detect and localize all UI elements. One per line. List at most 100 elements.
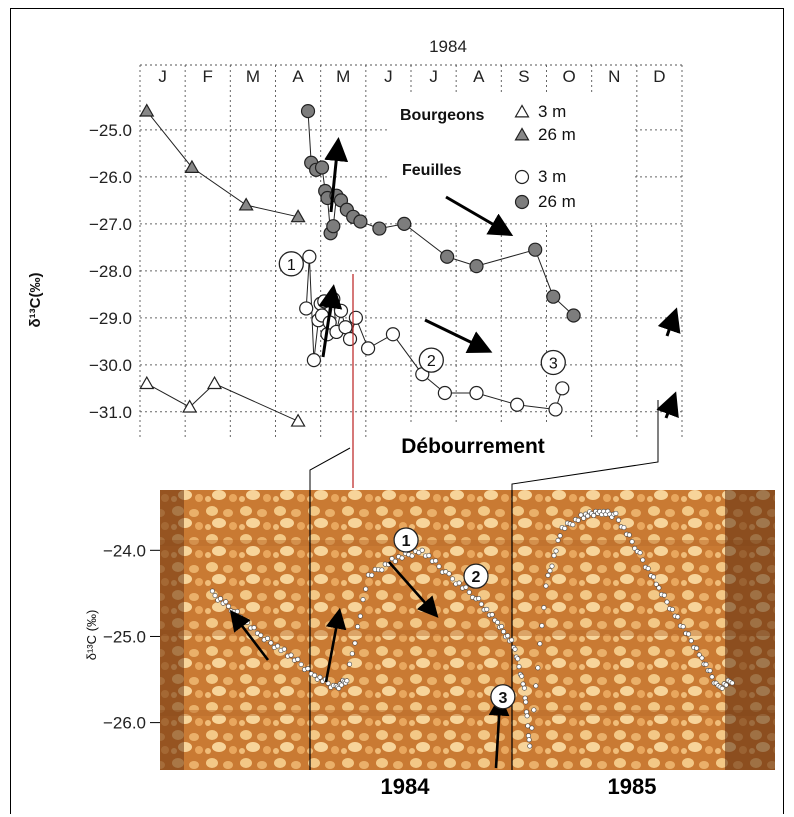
top-month-label: F <box>203 67 213 86</box>
data-point <box>409 553 415 559</box>
data-point <box>729 680 735 686</box>
debourrement-label-bg <box>372 425 572 465</box>
data-point <box>546 289 561 304</box>
data-point <box>275 643 281 649</box>
top-month-label: N <box>608 67 620 86</box>
data-point <box>238 197 254 211</box>
data-point <box>555 381 570 396</box>
top-month-label: O <box>562 67 575 86</box>
data-point <box>484 606 490 612</box>
legend-item: 26 m <box>514 192 576 211</box>
data-point <box>436 563 442 569</box>
top-y-tick-label: −25.0 <box>89 121 132 140</box>
data-point <box>302 249 317 264</box>
data-point <box>456 580 462 586</box>
top-month-label: J <box>429 67 438 86</box>
top-y-tick-label: −31.0 <box>89 403 132 422</box>
bottom-y-tick-label: −26.0 <box>103 714 146 733</box>
bottom-annotation-3: 3 <box>490 684 516 710</box>
bottom-x-label-1985: 1985 <box>608 774 657 799</box>
data-point <box>312 672 318 678</box>
arrow-feuilles-down <box>445 195 514 237</box>
top-y-axis-label: δ¹³C(‰) <box>27 273 44 328</box>
top-annotations: 1 2 3 <box>278 251 566 376</box>
data-point <box>616 517 622 523</box>
bottom-arrows <box>229 561 510 769</box>
annotation-number: 1 <box>402 533 411 550</box>
top-y-tick-label: −28.0 <box>89 262 132 281</box>
bottom-annotations: 1 2 3 <box>393 527 516 710</box>
data-point <box>385 327 401 342</box>
data-point <box>209 588 215 594</box>
arrow-bottom-down-left <box>229 609 270 661</box>
annotation-3: 3 <box>540 349 566 376</box>
data-point <box>694 645 700 651</box>
annotation-circle <box>393 527 419 553</box>
data-point <box>533 683 539 689</box>
data-point <box>719 685 725 691</box>
data-point <box>299 301 314 316</box>
arrow-leaves3m-down <box>424 318 493 353</box>
data-point <box>520 681 526 687</box>
top-grid <box>139 64 683 440</box>
legend-heading: Feuilles <box>402 162 462 179</box>
data-point <box>478 601 484 607</box>
data-point <box>547 568 553 574</box>
series-line <box>146 110 299 218</box>
top-y-tick-label: −26.0 <box>89 168 132 187</box>
data-point <box>555 537 561 543</box>
data-point <box>637 550 643 556</box>
annotation-circle <box>490 684 516 710</box>
data-point <box>529 725 535 731</box>
data-point <box>217 596 223 602</box>
data-point <box>629 539 635 545</box>
annotation-2: 2 <box>418 347 444 373</box>
data-point <box>446 571 452 577</box>
data-point <box>632 545 638 551</box>
data-point <box>709 674 715 680</box>
legend-heading: Bourgeons <box>400 107 485 124</box>
data-point <box>433 558 439 564</box>
data-point <box>288 652 294 658</box>
data-point <box>306 353 321 368</box>
legend-item: 3 m <box>514 102 566 121</box>
series-feuilles-26-m <box>300 103 581 323</box>
bottom-chart: −24.0 −25.0 −26.0 δ¹³C (‰) 1 2 3 1984 1985 <box>84 490 775 799</box>
data-point <box>326 219 341 234</box>
arrow-november-up-2 <box>656 391 679 419</box>
data-point <box>723 682 729 688</box>
data-point <box>548 402 563 417</box>
top-y-tick-label: −29.0 <box>89 309 132 328</box>
data-point <box>206 375 223 390</box>
data-point <box>281 646 287 652</box>
annotation-1: 1 <box>278 251 304 277</box>
data-point <box>360 341 376 356</box>
data-point <box>357 613 363 619</box>
data-point <box>525 723 531 729</box>
data-point <box>688 638 694 644</box>
data-point <box>290 413 306 427</box>
arrow-bottom-up <box>324 607 347 683</box>
data-point <box>499 624 505 630</box>
data-point <box>656 585 662 591</box>
data-point <box>348 310 363 325</box>
data-point <box>501 629 507 635</box>
data-point <box>244 619 250 625</box>
data-point <box>314 160 330 175</box>
data-point <box>184 159 200 173</box>
data-point <box>416 550 422 556</box>
top-month-label: A <box>473 67 485 86</box>
data-point <box>265 635 271 641</box>
data-point <box>640 557 646 563</box>
data-point <box>699 655 705 661</box>
annotation-circle <box>418 347 444 373</box>
data-point <box>613 510 619 516</box>
data-point <box>397 216 412 231</box>
micrograph-bands <box>160 490 775 770</box>
annotation-circle <box>463 563 489 589</box>
data-point <box>440 249 455 264</box>
data-point <box>585 513 591 519</box>
data-point <box>258 632 264 638</box>
data-point <box>234 608 240 614</box>
